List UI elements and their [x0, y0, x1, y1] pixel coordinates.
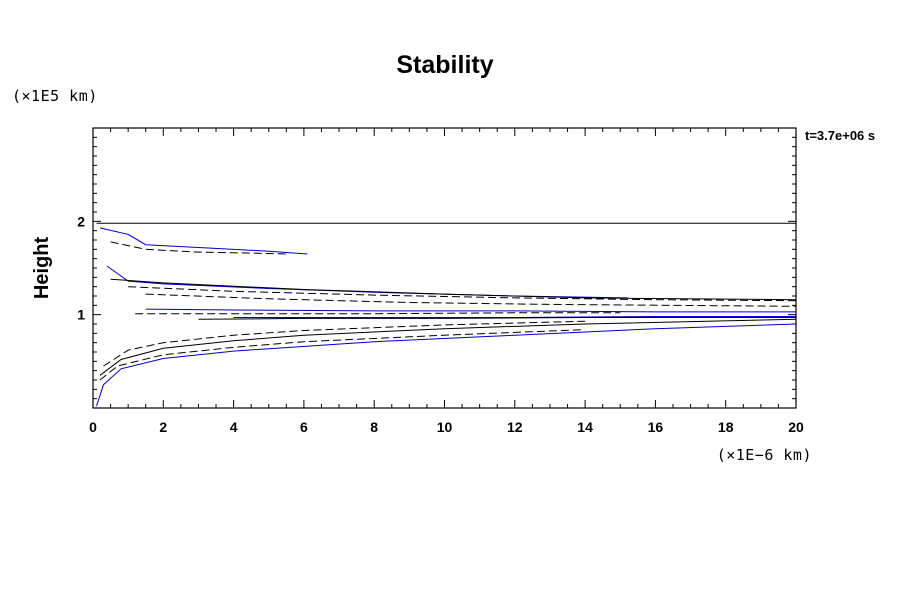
x-unit-label: (×1E−6 km) — [717, 446, 812, 464]
axis-ticks — [92, 127, 797, 409]
series-line-5 — [110, 278, 797, 301]
y-tick-label: 1 — [77, 307, 85, 323]
x-tick-label: 10 — [437, 419, 453, 435]
x-tick-label: 0 — [89, 419, 97, 435]
x-tick-label: 16 — [648, 419, 664, 435]
y-tick-label: 2 — [77, 213, 85, 229]
y-axis-label: Height — [31, 237, 53, 300]
series-line-9 — [135, 312, 621, 315]
x-tick-label: 8 — [370, 419, 378, 435]
series-line-12 — [103, 320, 586, 367]
y-unit-label: (×1E5 km) — [12, 87, 98, 105]
series-line-14 — [99, 329, 586, 381]
x-tick-label: 6 — [300, 419, 308, 435]
x-tick-label: 18 — [718, 419, 734, 435]
series-line-4 — [106, 265, 628, 299]
series-line-3 — [110, 241, 287, 255]
series-line-6 — [128, 286, 797, 302]
x-tick-label: 20 — [788, 419, 804, 435]
x-tick-label: 4 — [230, 419, 238, 435]
time-label: t=3.7e+06 s — [805, 128, 875, 143]
chart-title: Stability — [396, 51, 493, 79]
x-tick-label: 12 — [507, 419, 523, 435]
x-tick-labels: 0 2 4 6 8 10 12 14 16 18 20 — [89, 419, 804, 435]
series-line-2 — [99, 227, 308, 255]
x-tick-label: 14 — [577, 419, 593, 435]
y-tick-labels: 12 — [77, 213, 85, 322]
series-group — [96, 222, 797, 407]
series-line-8 — [145, 308, 796, 313]
plot-frame — [92, 127, 797, 409]
series-line-7 — [145, 293, 797, 307]
x-tick-label: 2 — [159, 419, 167, 435]
series-line-15 — [96, 323, 797, 407]
series-line-11 — [198, 317, 796, 320]
series-line-13 — [99, 318, 797, 376]
